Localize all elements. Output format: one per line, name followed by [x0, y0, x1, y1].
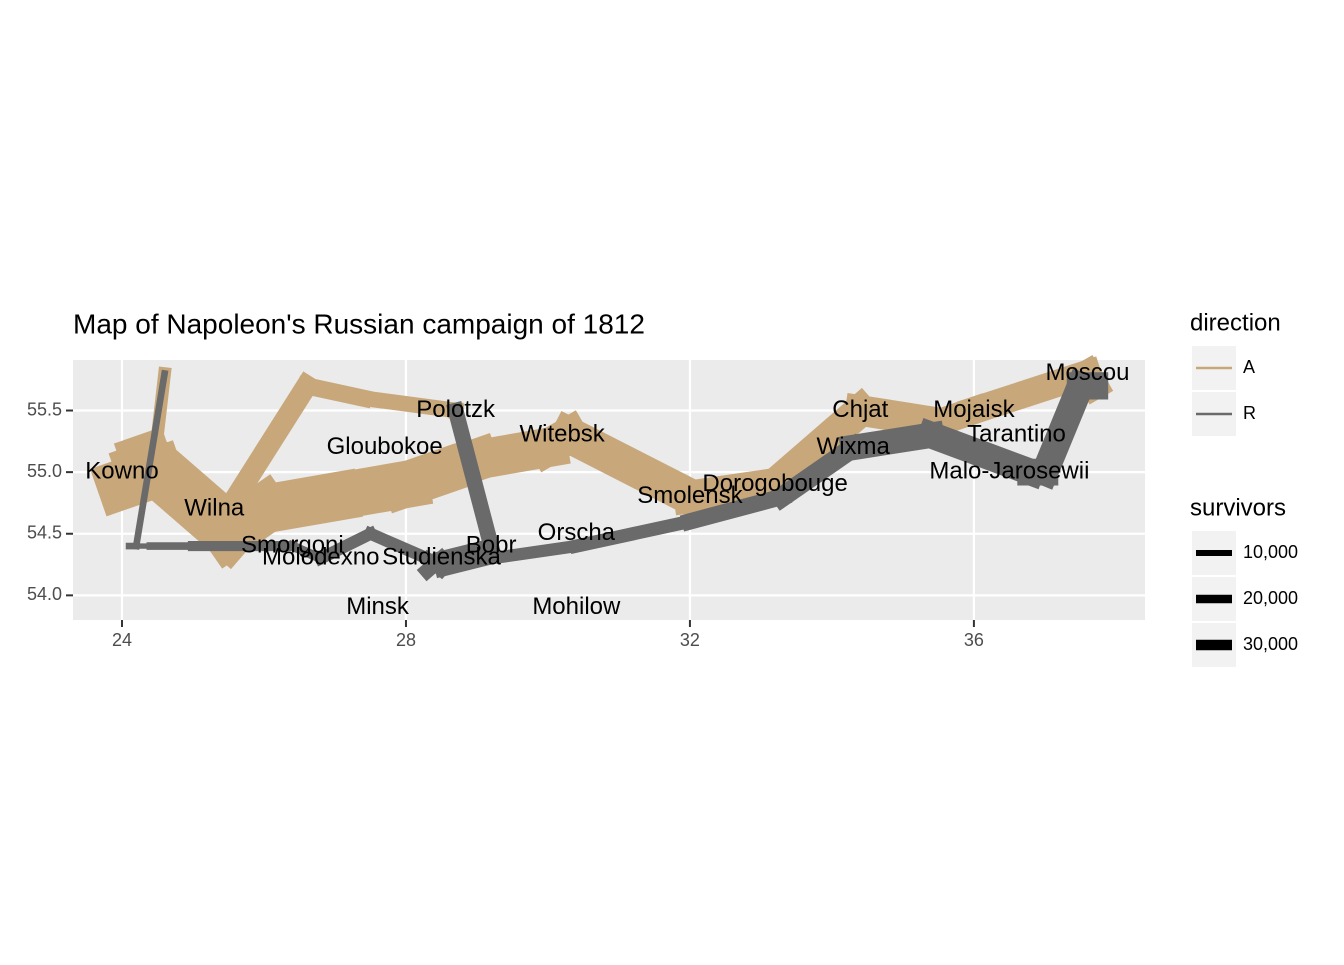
- city-label: Studienska: [382, 544, 501, 571]
- path-segment: [914, 418, 1048, 490]
- city-label: Wixma: [817, 433, 891, 460]
- city-label: Malo-Jarosewii: [929, 457, 1089, 484]
- legend-label: R: [1243, 403, 1256, 423]
- city-label: Kowno: [85, 457, 158, 484]
- city-label: Minsk: [346, 593, 410, 620]
- path-segment: [432, 537, 501, 568]
- path-segment: [142, 432, 244, 524]
- path-segment: [484, 539, 584, 566]
- city-label: Smolensk: [637, 482, 743, 509]
- legend-label: 20,000: [1243, 588, 1298, 608]
- path-segment: [362, 525, 436, 567]
- chart-title: Map of Napoleon's Russian campaign of 18…: [73, 308, 645, 339]
- path-segment: [132, 369, 169, 550]
- path-segment: [213, 371, 322, 524]
- path-segment: [838, 420, 946, 462]
- path-segment: [568, 513, 698, 554]
- city-label: Tarantino: [967, 421, 1066, 448]
- y-tick-label: 54.0: [27, 584, 62, 604]
- path-segment: [768, 433, 868, 511]
- legend-title: survivors: [1190, 494, 1286, 521]
- path-segment: [312, 525, 379, 567]
- path-segment: [416, 547, 452, 582]
- x-tick-label: 32: [680, 630, 700, 650]
- city-label: Witebsk: [519, 421, 605, 448]
- city-label: Orscha: [538, 519, 616, 546]
- y-tick-label: 54.5: [27, 522, 62, 542]
- path-segment: [354, 389, 465, 420]
- path-segment: [679, 486, 793, 532]
- legend-label: 10,000: [1243, 542, 1298, 562]
- legend-label: 30,000: [1243, 634, 1298, 654]
- path-segment: [434, 551, 499, 579]
- city-label: Wilna: [184, 494, 245, 521]
- path-segment: [1027, 368, 1098, 490]
- city-label: Smorgoni: [241, 531, 344, 558]
- y-tick-label: 55.0: [27, 461, 62, 481]
- legend-title: direction: [1190, 309, 1281, 336]
- city-label: Dorogobouge: [702, 470, 847, 497]
- x-tick-label: 24: [112, 630, 132, 650]
- x-tick-label: 28: [396, 630, 416, 650]
- city-label: Molodexno: [262, 544, 379, 571]
- path-segment: [446, 400, 501, 556]
- city-label: Polotzk: [416, 396, 496, 423]
- city-label: Mohilow: [532, 593, 621, 620]
- city-label: Chjat: [832, 396, 888, 423]
- city-label: Bobr: [466, 531, 517, 558]
- city-label: Moscou: [1045, 359, 1129, 386]
- city-label: Mojaisk: [933, 396, 1015, 423]
- y-tick-label: 55.5: [27, 399, 62, 419]
- path-segment: [545, 410, 715, 521]
- x-tick-label: 36: [964, 630, 984, 650]
- legend-label: A: [1243, 357, 1255, 377]
- city-label: Gloubokoe: [327, 433, 443, 460]
- path-segment: [296, 375, 374, 409]
